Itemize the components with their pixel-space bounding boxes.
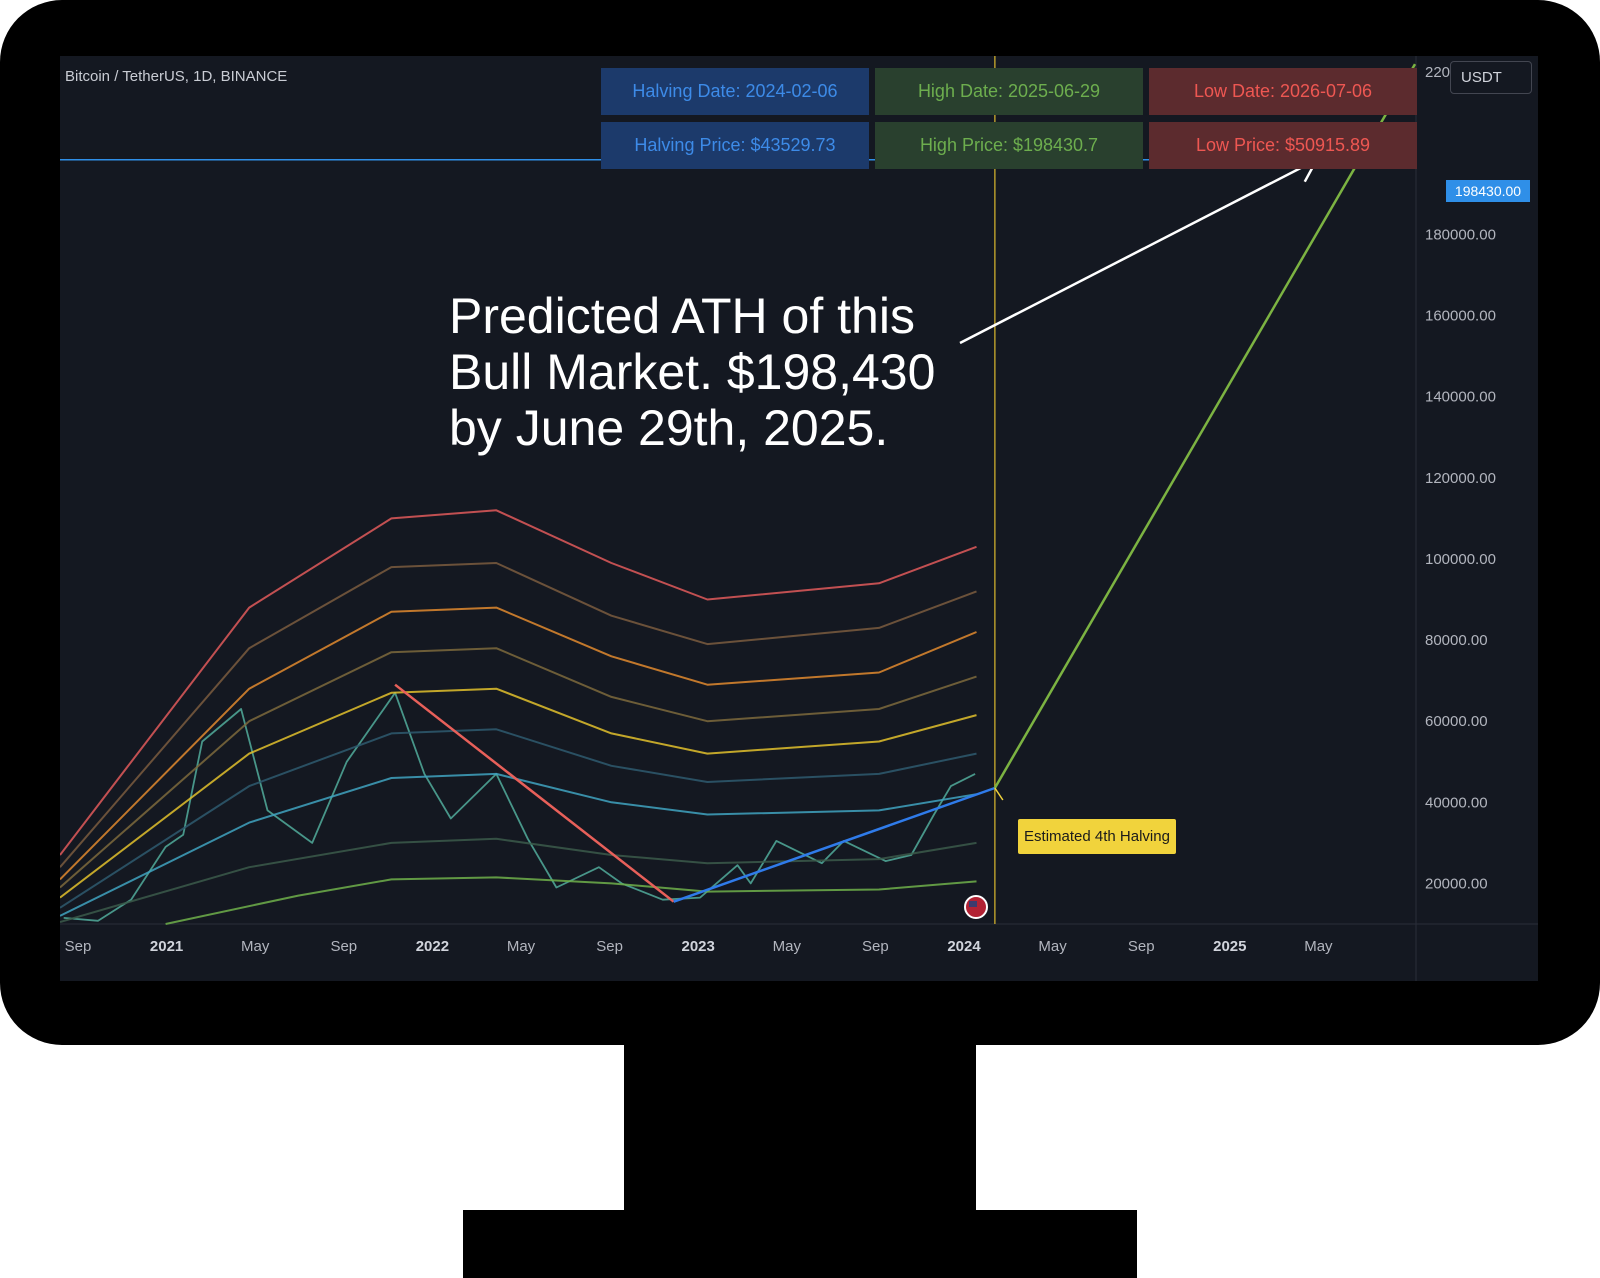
x-tick-label: 2023 [682, 938, 715, 955]
price-chart[interactable]: 20000.00 40000.00 60000.00 80000.00 100000.0… [60, 56, 1538, 981]
high-price-cell: High Price: $198430.7 [875, 122, 1143, 169]
y-tick-label: 40000.00 [1425, 794, 1488, 811]
x-tick-label: Sep [1128, 938, 1155, 955]
rainbow-band-line [60, 837, 977, 923]
us-flag-canton-icon [969, 901, 977, 907]
rainbow-band-line [60, 647, 977, 889]
halving-label-connector [994, 787, 1004, 801]
rainbow-band-line [165, 876, 977, 925]
rainbow-band-line [60, 728, 977, 909]
rainbow-band-line [60, 606, 977, 881]
x-tick-label: May [241, 938, 270, 955]
y-tick-label: 180000.00 [1425, 226, 1496, 243]
y-tick-label: 160000.00 [1425, 308, 1496, 325]
y-tick-label: 60000.00 [1425, 713, 1488, 730]
y-tick-label: 80000.00 [1425, 632, 1488, 649]
symbol-title: Bitcoin / TetherUS, 1D, BINANCE [65, 68, 288, 85]
low-date-cell: Low Date: 2026-07-06 [1149, 68, 1417, 115]
x-tick-label: 2024 [947, 938, 981, 955]
y-tick-label: 20000.00 [1425, 875, 1488, 892]
y-tick-label: 140000.00 [1425, 389, 1496, 406]
monitor-stand-base [463, 1210, 1137, 1278]
rainbow-band-line [60, 772, 977, 917]
x-tick-label: 2021 [150, 938, 183, 955]
currency-button[interactable]: USDT [1450, 61, 1532, 94]
high-date-cell: High Date: 2025-06-29 [875, 68, 1143, 115]
y-tick-label: 120000.00 [1425, 470, 1496, 487]
x-tick-label: 2025 [1213, 938, 1246, 955]
x-tick-label: 2022 [416, 938, 449, 955]
halving-label: Estimated 4th Halving [1018, 819, 1176, 854]
trendline [394, 683, 675, 903]
low-price-cell: Low Price: $50915.89 [1149, 122, 1417, 169]
monitor-stand-neck [624, 1030, 976, 1230]
annotation-arrow [959, 158, 1318, 345]
x-tick-label: May [1304, 938, 1333, 955]
x-tick-label: May [773, 938, 802, 955]
prediction-annotation: Predicted ATH of this Bull Market. $198,… [449, 288, 936, 456]
rainbow-band-line [60, 509, 977, 856]
rainbow-band-line [60, 562, 977, 868]
x-tick-label: May [1038, 938, 1067, 955]
price-series-line [63, 691, 976, 922]
x-tick-label: Sep [596, 938, 623, 955]
hline-price-tag: 198430.00 [1446, 180, 1530, 202]
trendline [673, 786, 996, 903]
y-tick-label: 100000.00 [1425, 551, 1496, 568]
trendline [993, 63, 1417, 789]
x-tick-label: Sep [330, 938, 357, 955]
x-tick-label: Sep [862, 938, 889, 955]
rainbow-band-line [60, 687, 977, 899]
x-tick-label: Sep [65, 938, 92, 955]
chart-screen: 20000.00 40000.00 60000.00 80000.00 100000.0… [60, 56, 1538, 981]
x-tick-label: May [507, 938, 536, 955]
halving-price-cell: Halving Price: $43529.73 [601, 122, 869, 169]
halving-date-cell: Halving Date: 2024-02-06 [601, 68, 869, 115]
